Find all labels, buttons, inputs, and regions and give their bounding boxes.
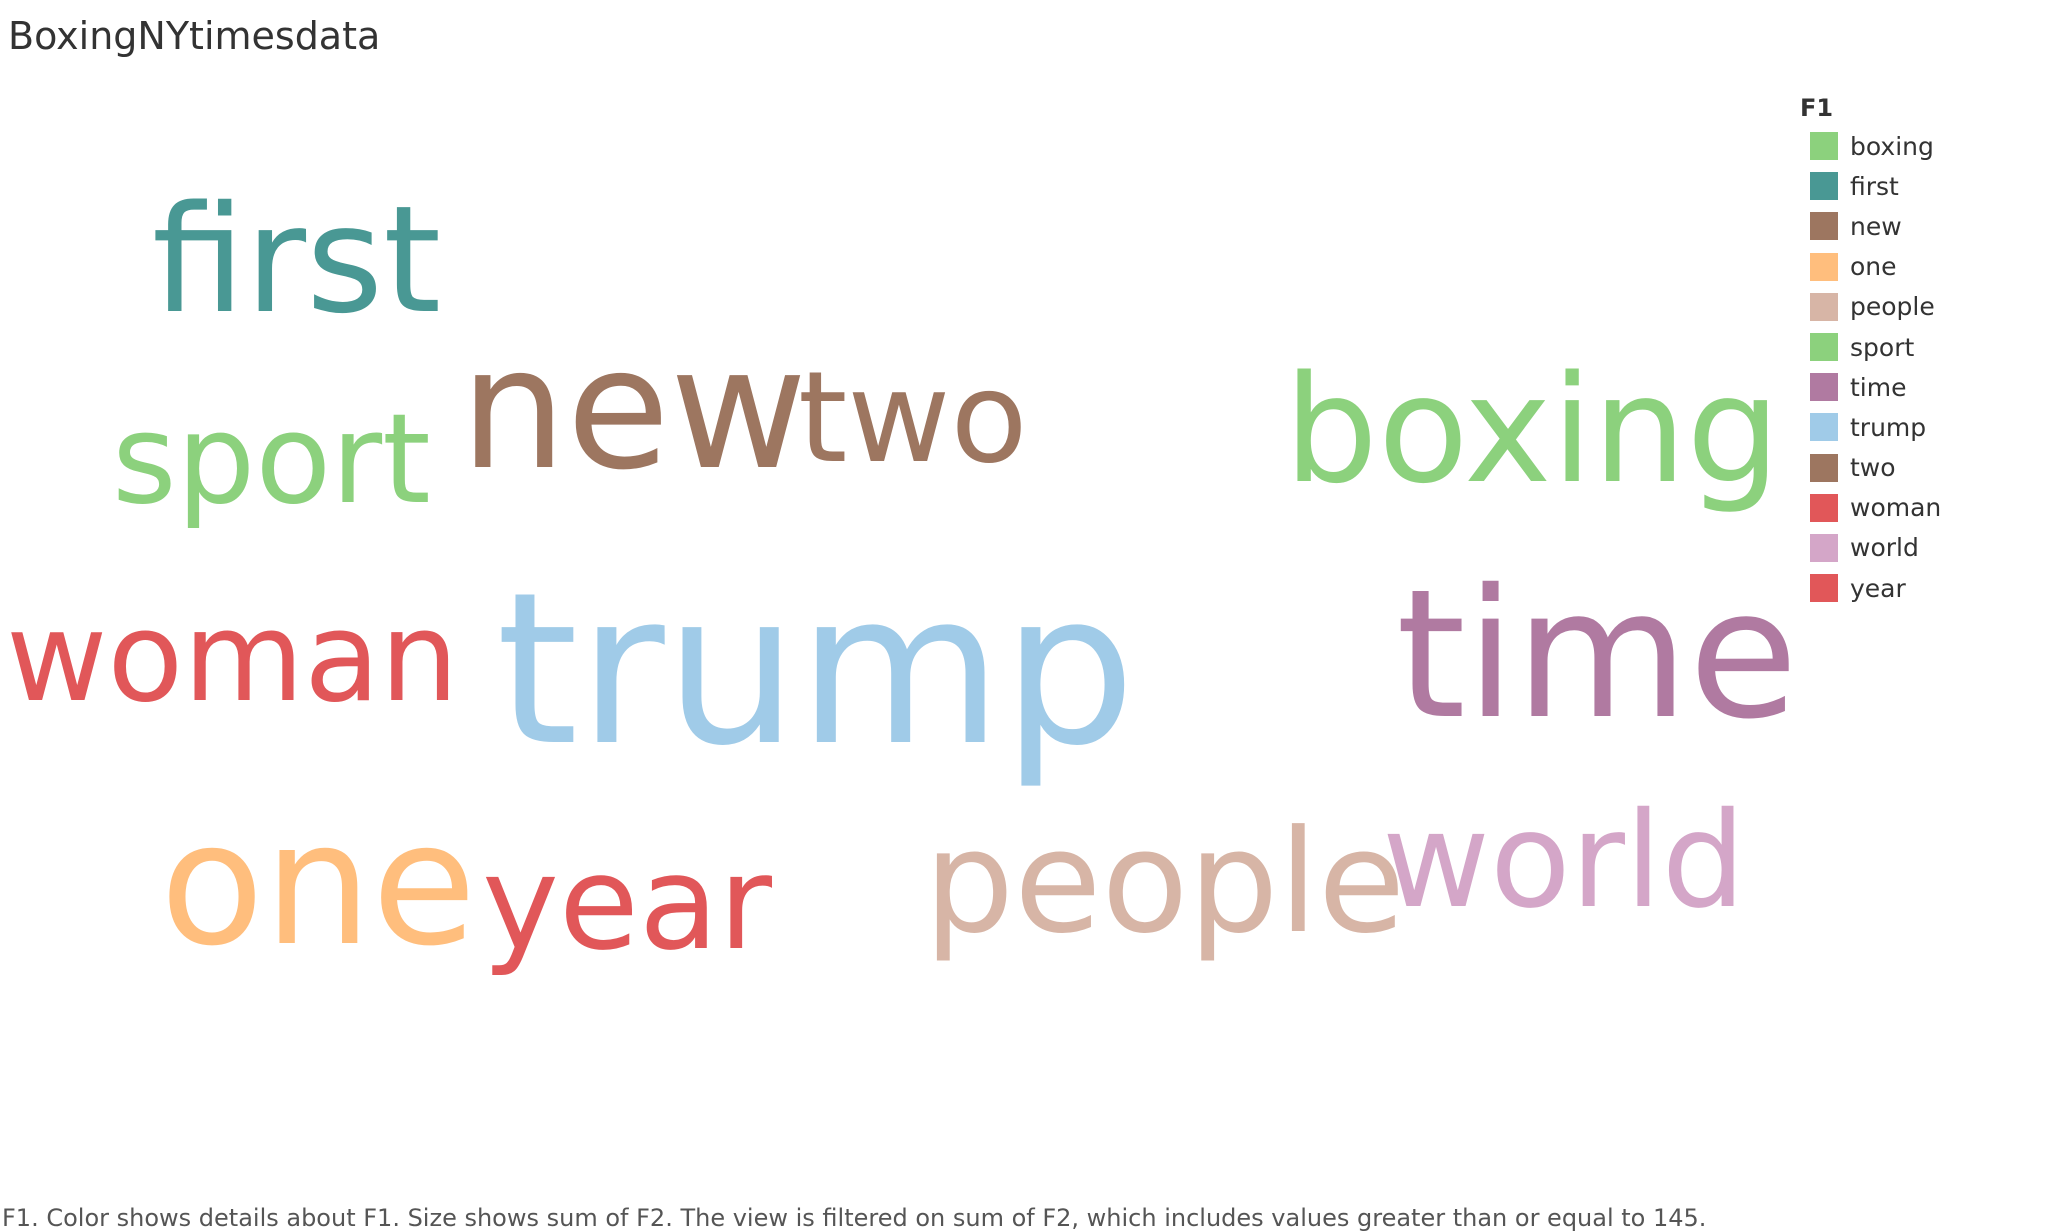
legend-item-time[interactable]: time (1800, 367, 2060, 407)
legend-label: people (1850, 292, 1935, 322)
legend-swatch (1810, 373, 1838, 402)
legend-label: time (1850, 372, 1907, 402)
legend-items: boxing first new one people sport time trump two… (1800, 126, 2060, 608)
legend-swatch (1810, 574, 1838, 603)
word-world: world (1382, 784, 1746, 938)
legend-swatch (1810, 212, 1838, 241)
legend-label: trump (1850, 412, 1927, 442)
legend-item-world[interactable]: world (1800, 528, 2060, 568)
word-woman: woman (6, 586, 459, 730)
legend-item-one[interactable]: one (1800, 247, 2060, 287)
legend-swatch (1810, 453, 1838, 482)
legend-label: woman (1850, 493, 1942, 523)
legend-item-new[interactable]: new (1800, 206, 2060, 246)
legend-item-year[interactable]: year (1800, 568, 2060, 608)
chart-caption: F1. Color shows details about F1. Size s… (2, 1204, 1707, 1232)
legend-item-people[interactable]: people (1800, 287, 2060, 327)
legend-label: boxing (1850, 131, 1934, 161)
legend-item-boxing[interactable]: boxing (1800, 126, 2060, 166)
legend-swatch (1810, 413, 1838, 442)
word-sport: sport (112, 388, 431, 532)
word-boxing: boxing (1284, 344, 1781, 516)
legend-item-first[interactable]: first (1800, 166, 2060, 206)
legend: F1 boxing first new one people sport time trump… (1800, 94, 2060, 608)
word-two: two (798, 344, 1028, 491)
legend-swatch (1810, 533, 1838, 562)
legend-label: first (1850, 171, 1899, 201)
legend-title: F1 (1800, 94, 1834, 122)
legend-swatch (1810, 252, 1838, 281)
legend-swatch (1810, 172, 1838, 201)
word-people: people (924, 800, 1406, 965)
word-new: new (460, 311, 808, 507)
legend-swatch (1810, 333, 1838, 362)
legend-item-sport[interactable]: sport (1800, 327, 2060, 367)
legend-item-trump[interactable]: trump (1800, 407, 2060, 447)
word-time: time (1396, 551, 1799, 758)
word-cloud: first new two boxing sport woman trump time one y… (6, 174, 1799, 984)
legend-label: sport (1850, 332, 1915, 362)
chart-title: BoxingNYtimesdata (8, 14, 381, 58)
legend-item-woman[interactable]: woman (1800, 488, 2060, 528)
word-trump: trump (496, 547, 1136, 792)
legend-swatch (1810, 132, 1838, 161)
legend-label: new (1850, 211, 1902, 241)
legend-label: two (1850, 453, 1896, 483)
legend-swatch (1810, 292, 1838, 321)
word-one: one (160, 786, 477, 984)
word-first: first (152, 174, 442, 346)
legend-label: one (1850, 252, 1897, 282)
legend-label: world (1850, 533, 1919, 563)
word-year: year (482, 827, 773, 979)
legend-item-two[interactable]: two (1800, 448, 2060, 488)
legend-swatch (1810, 493, 1838, 522)
legend-label: year (1850, 573, 1906, 603)
